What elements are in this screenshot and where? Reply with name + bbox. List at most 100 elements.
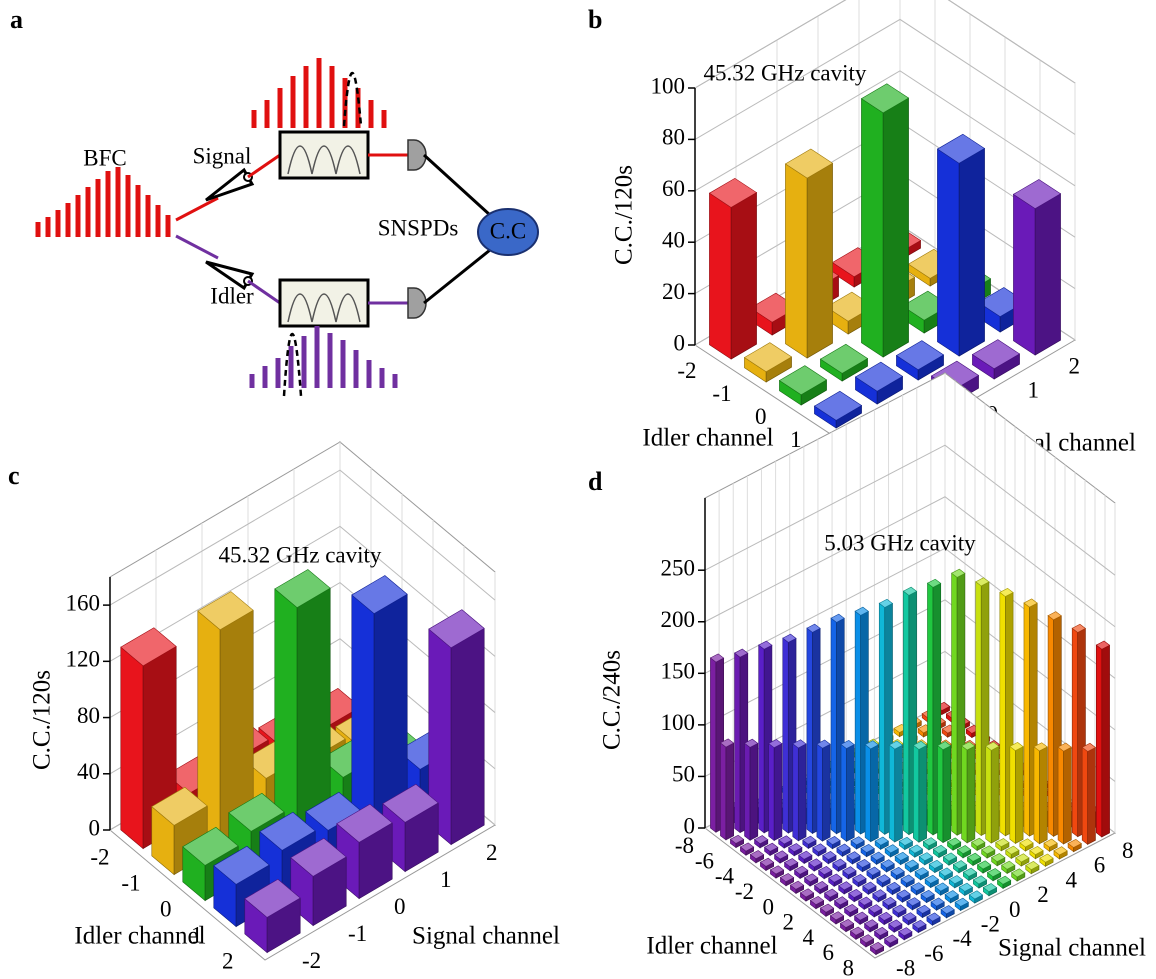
bar-side	[1034, 193, 1061, 356]
bar-top	[779, 873, 795, 883]
z-tick-label: 0	[684, 813, 696, 838]
bar-top	[1081, 742, 1097, 752]
idler-tick-label: 0	[763, 894, 775, 919]
idler-tick-label: 1	[191, 922, 203, 947]
bar-top	[822, 851, 837, 860]
bar-side	[1071, 627, 1078, 838]
cavity-transmission	[287, 145, 361, 175]
bar-side	[966, 745, 976, 844]
bar-top	[803, 873, 819, 883]
bar-top	[884, 844, 899, 854]
bar-side	[942, 745, 952, 844]
bar-top	[966, 852, 982, 862]
z-tick-label: 150	[661, 659, 696, 684]
idler-tick-label: -8	[675, 833, 694, 858]
z-axis-title: C.C./120s	[611, 165, 638, 265]
bar-top	[972, 875, 988, 885]
bar-top	[882, 896, 897, 906]
bar-top	[888, 740, 904, 750]
bar-top	[985, 741, 1000, 751]
chart-title: 45.32 GHz cavity	[219, 542, 382, 567]
signal-tick-label: 2	[486, 840, 498, 865]
bar-side	[816, 743, 823, 842]
bar-top	[819, 903, 835, 913]
z-tick-label: 200	[661, 607, 696, 632]
bar-top	[863, 919, 879, 929]
bar-side	[725, 742, 734, 841]
bar-top	[996, 875, 1012, 885]
z-tick-label: 100	[661, 710, 696, 735]
bar-top	[918, 852, 934, 862]
bar-side	[1087, 746, 1096, 845]
signal-fiber	[247, 153, 281, 179]
bar-top	[768, 739, 783, 749]
bar-side	[792, 743, 799, 842]
bar-side	[785, 163, 808, 359]
signal-tick-label: 4	[1065, 867, 1077, 892]
bar-side	[878, 602, 886, 835]
bar-top	[976, 860, 992, 870]
bar-top	[902, 912, 917, 922]
idler-tick-label: -2	[735, 879, 754, 904]
bar-top	[1011, 868, 1026, 878]
bar-side	[1096, 644, 1103, 838]
bar-side	[927, 582, 934, 836]
signal-tick-label: -8	[896, 956, 915, 979]
bar-top	[819, 343, 869, 374]
bar-top	[813, 390, 863, 421]
bar-top	[912, 740, 928, 750]
z-tick-label: 160	[66, 590, 101, 615]
bar-side	[720, 742, 727, 841]
bar-side	[961, 745, 968, 844]
signal-tick-label: 1	[1028, 377, 1040, 402]
bar-top	[878, 911, 893, 921]
bar-top	[895, 340, 945, 371]
bar-top	[916, 904, 931, 914]
bar-side	[958, 147, 985, 357]
counter-label: C.C	[490, 218, 526, 243]
bar-top	[1095, 640, 1111, 650]
bar-top	[758, 640, 773, 650]
bar-side	[990, 745, 1000, 844]
z-axis-title: C.C./240s	[599, 650, 626, 750]
bar-top	[1012, 179, 1062, 209]
z-tick-label: 40	[77, 759, 100, 784]
idler-fiber	[247, 279, 281, 305]
bar-top	[769, 865, 785, 875]
bar-top	[852, 873, 867, 883]
idler-axis-title: Idler channel	[74, 923, 205, 950]
bar-side	[861, 98, 884, 358]
bar-side	[797, 743, 807, 842]
bar-side	[846, 744, 855, 842]
bar-top	[942, 852, 958, 862]
bar-top	[954, 897, 969, 907]
bar-side	[822, 743, 831, 842]
bar-top	[975, 577, 990, 587]
grid-line	[694, 70, 1076, 192]
signal-comb	[251, 58, 387, 128]
bar-side	[1057, 746, 1064, 845]
bar-top	[944, 890, 959, 900]
bar-side	[120, 646, 144, 850]
bar-top	[859, 934, 875, 944]
chart-title: 5.03 GHz cavity	[824, 530, 976, 555]
bar-top	[197, 591, 254, 631]
bar-top	[952, 860, 968, 870]
idler-tick-label: 2	[783, 910, 795, 935]
bar-top	[961, 741, 976, 751]
bar-top	[743, 342, 793, 373]
idler-axis-title: Idler channel	[646, 933, 777, 960]
bar-top	[802, 835, 817, 845]
grid-line	[109, 469, 496, 606]
idler-tick-label: -6	[695, 848, 714, 873]
bar-top	[886, 881, 901, 891]
bar-top	[888, 919, 903, 929]
signal-tick-label: 6	[1094, 853, 1106, 878]
bar-side	[744, 742, 751, 841]
bar-top	[986, 868, 1002, 878]
z-tick-label: 20	[662, 279, 685, 304]
signal-tick-label: -1	[348, 921, 367, 946]
